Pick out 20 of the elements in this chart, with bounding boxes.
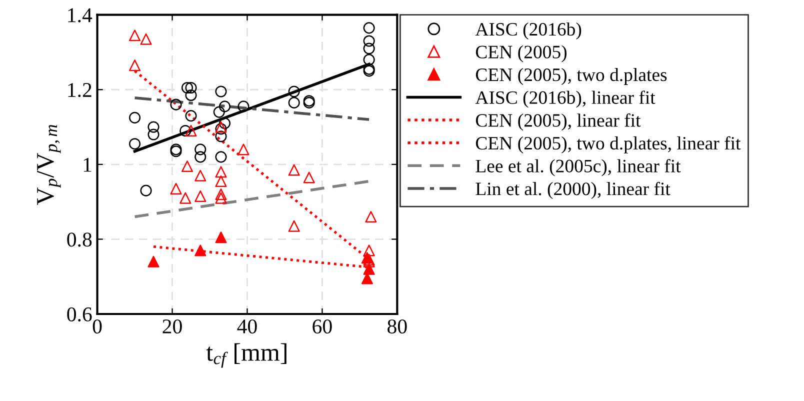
y-axis-title: V$_{p}$/V$_{p,m}$ xyxy=(37,124,61,206)
x-tick-label: 80 xyxy=(388,319,407,334)
x-axis-title: t$_{cf}$ [mm] xyxy=(206,343,286,368)
legend-label: CEN (2005), two d.plates xyxy=(476,68,667,85)
y-tick-label: 0.8 xyxy=(67,232,92,247)
y-tick-label: 0.6 xyxy=(67,307,92,322)
legend-label: AISC (2016b), linear fit xyxy=(475,90,656,108)
x-tick-label: 0 xyxy=(92,319,102,334)
legend-label: Lin et al. (2000), linear fit xyxy=(476,182,670,200)
x-tick-label: 20 xyxy=(162,319,182,334)
y-tick-label: 1 xyxy=(84,158,92,172)
legend-label: Lee et al. (2005c), linear fit xyxy=(476,159,681,176)
legend-label: CEN (2005), two d.plates, linear fit xyxy=(476,136,741,154)
x-tick-label: 60 xyxy=(312,319,332,334)
x-tick-label: 40 xyxy=(237,319,257,334)
legend-label: CEN (2005), linear fit xyxy=(476,113,641,131)
legend-label: AISC (2016b) xyxy=(475,22,582,40)
legend-label: CEN (2005) xyxy=(476,45,567,62)
y-tick-label: 1.2 xyxy=(68,83,92,98)
y-tick-label: 1.4 xyxy=(68,8,92,22)
